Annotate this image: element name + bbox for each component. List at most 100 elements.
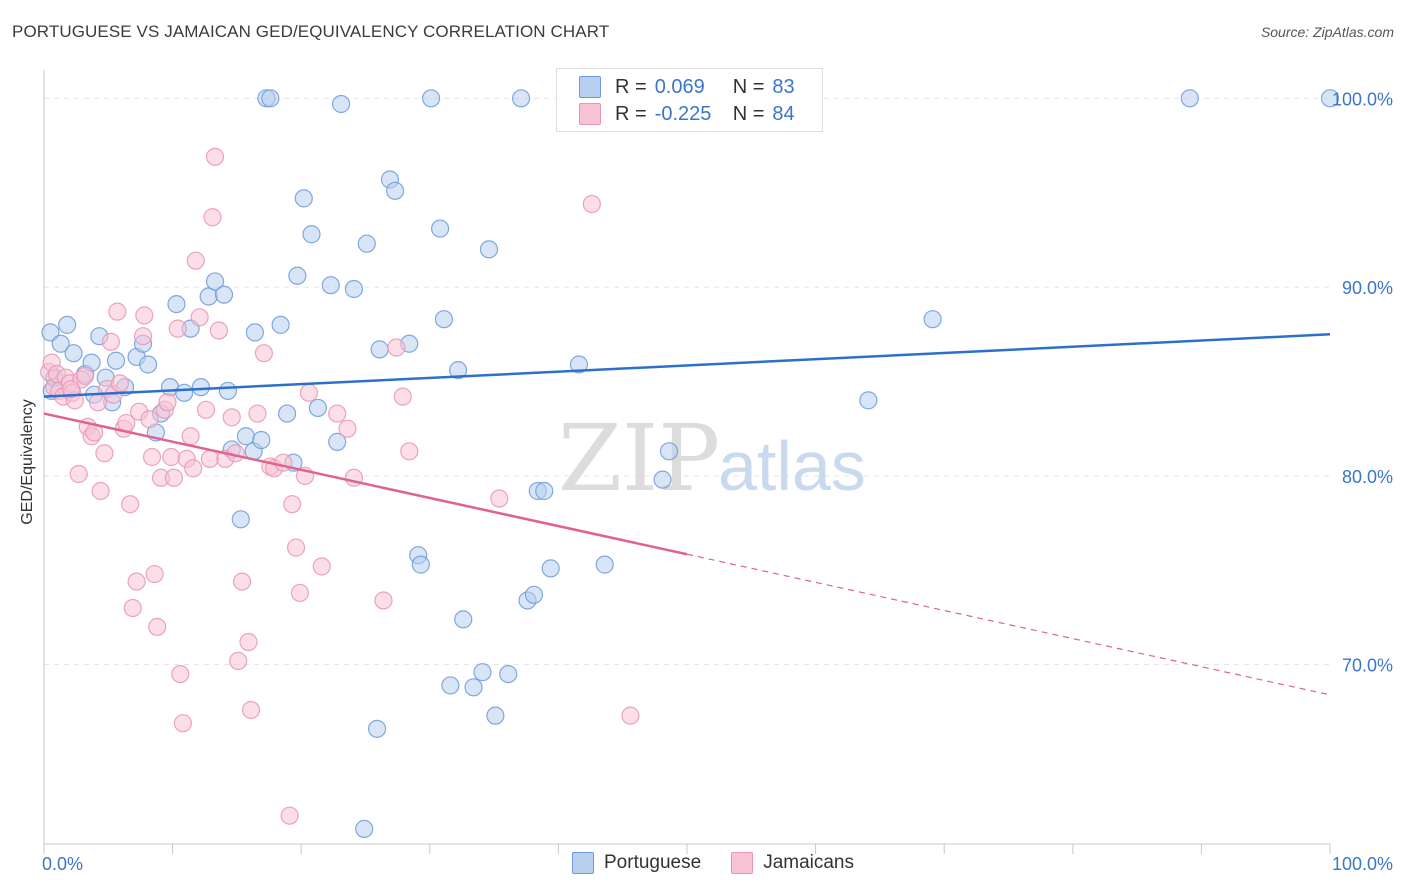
jamaicans-point — [173, 714, 192, 733]
portuguese-point — [367, 719, 387, 738]
jamaicans-point — [290, 583, 310, 603]
jamaicans-point — [274, 453, 293, 472]
portuguese-point — [236, 427, 256, 446]
portuguese-point — [51, 334, 70, 353]
y-axis-label: GED/Equivalency — [19, 399, 36, 524]
jamaicans-point — [76, 366, 95, 385]
jamaicans-point — [400, 442, 419, 461]
jamaicans-point — [101, 332, 120, 351]
series-legend: Portuguese Jamaicans — [572, 852, 884, 874]
legend-item-portuguese: Portuguese — [572, 852, 701, 874]
portuguese-point — [139, 355, 158, 374]
jamaicans-point — [286, 538, 306, 557]
portuguese-point — [385, 181, 405, 200]
n-value: 83 — [772, 75, 795, 98]
r-value: -0.225 — [654, 102, 712, 125]
portuguese-swatch — [572, 852, 594, 874]
jamaicans-point — [123, 598, 142, 618]
watermark-zip: ZIP — [558, 405, 720, 512]
portuguese-point — [199, 287, 218, 306]
n-label: N = — [732, 75, 765, 98]
portuguese-point — [271, 315, 290, 334]
portuguese-point — [595, 555, 614, 574]
portuguese-point — [499, 664, 518, 684]
jamaicans-point — [205, 147, 225, 166]
tick-labels: 70.0% 80.0% 90.0% 100.0% 0.0% 100.0% — [42, 89, 1393, 874]
chart-title: PORTUGUESE VS JAMAICAN GED/EQUIVALENCY C… — [12, 22, 610, 41]
portuguese-point — [421, 89, 441, 108]
jamaicans-point — [490, 489, 509, 508]
portuguese-point — [923, 310, 942, 329]
jamaicans-point — [239, 632, 258, 652]
jamaicans-point — [200, 449, 219, 468]
portuguese-point — [653, 470, 672, 489]
n-value: 84 — [772, 102, 795, 125]
jamaicans-point — [168, 319, 187, 338]
legend-label-portuguese: Portuguese — [604, 852, 702, 873]
portuguese-point — [302, 225, 321, 244]
jamaicans-point — [299, 383, 319, 402]
r-label: R = — [615, 75, 647, 98]
jamaicans-trend-line — [43, 412, 688, 556]
portuguese-point — [64, 344, 83, 363]
watermark-atlas: atlas — [718, 427, 866, 505]
x-tick-label: 0.0% — [42, 854, 83, 874]
portuguese-point — [344, 279, 364, 299]
portuguese-point — [245, 323, 265, 342]
portuguese-point — [288, 266, 307, 285]
source-label: Source: ZipAtlas.com — [1260, 24, 1394, 40]
jamaicans-point — [148, 617, 167, 637]
portuguese-point — [167, 294, 186, 314]
jamaicans-point — [145, 564, 164, 584]
y-tick-label: 90.0% — [1342, 278, 1393, 298]
portuguese-trend-line — [43, 333, 1331, 398]
portuguese-point — [106, 351, 126, 370]
portuguese-point — [328, 432, 347, 451]
portuguese-point — [370, 340, 389, 359]
jamaicans-point — [171, 664, 190, 684]
portuguese-point — [524, 585, 544, 604]
jamaicans-point — [312, 557, 331, 576]
jamaicans-point — [248, 404, 267, 423]
portuguese-point — [41, 323, 60, 342]
portuguese-point — [454, 610, 473, 629]
jamaicans-point — [374, 591, 393, 610]
jamaicans-point — [241, 700, 261, 720]
stats-row-jamaicans: R = -0.225 N = 84 — [579, 102, 795, 126]
jamaicans-point — [582, 194, 601, 214]
stats-legend: R = 0.069 N = 83 R = -0.225 N = 84 — [556, 68, 823, 132]
jamaicans-point — [232, 572, 252, 591]
portuguese-point — [294, 189, 313, 208]
y-tick-label: 100.0% — [1332, 89, 1393, 109]
jamaicans-point — [158, 393, 177, 412]
jamaicans-point — [209, 321, 228, 340]
watermark: ZIP atlas — [558, 405, 866, 512]
portuguese-point — [541, 559, 560, 578]
jamaicans-point — [196, 400, 216, 419]
portuguese-swatch — [579, 76, 601, 98]
portuguese-point — [191, 378, 210, 397]
portuguese-point — [355, 819, 374, 838]
jamaicans-point — [127, 572, 146, 591]
portuguese-point — [1180, 89, 1199, 108]
jamaicans-point — [133, 327, 153, 346]
portuguese-point — [357, 234, 376, 253]
portuguese-point — [859, 391, 878, 410]
portuguese-point — [308, 398, 328, 418]
jamaicans-point — [387, 338, 406, 357]
portuguese-point — [479, 240, 499, 259]
jamaicans-point — [95, 444, 114, 463]
portuguese-point — [512, 89, 531, 108]
jamaicans-point — [328, 404, 347, 423]
jamaicans-points — [40, 147, 640, 825]
portuguese-point — [535, 481, 554, 501]
portuguese-point — [486, 706, 505, 725]
legend-item-jamaicans: Jamaicans — [731, 852, 854, 874]
jamaicans-point — [121, 495, 140, 514]
jamaicans-point — [135, 306, 154, 325]
portuguese-point — [441, 676, 460, 695]
portuguese-point — [331, 94, 351, 114]
jamaicans-point — [280, 806, 299, 825]
portuguese-point — [448, 361, 468, 380]
